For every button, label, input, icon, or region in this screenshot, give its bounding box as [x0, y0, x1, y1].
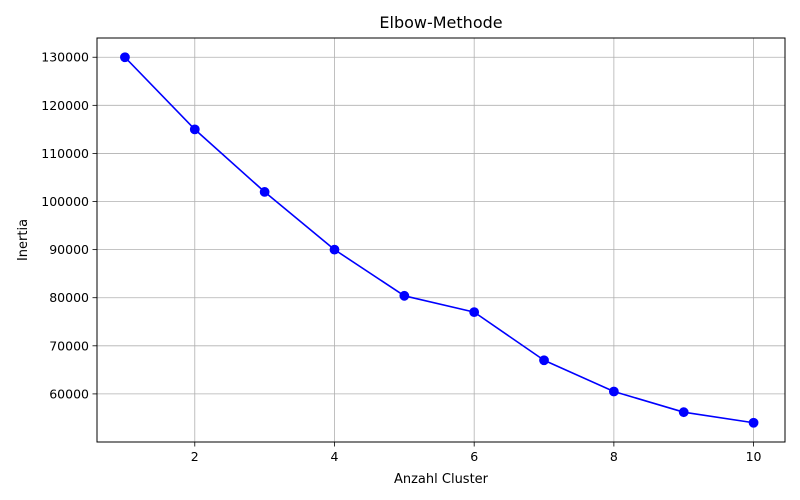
y-tick-label: 70000 — [49, 338, 89, 353]
data-point — [329, 244, 340, 255]
data-point — [399, 290, 410, 301]
data-point — [678, 407, 689, 418]
y-tick-label: 110000 — [41, 146, 89, 161]
x-tick-label: 6 — [470, 449, 478, 464]
x-tick-label: 10 — [746, 449, 762, 464]
series-line — [124, 56, 754, 424]
data-point-layer — [120, 52, 759, 428]
data-point — [189, 124, 200, 135]
x-tick-label: 4 — [331, 449, 339, 464]
data-point — [259, 187, 270, 197]
y-tick-label: 60000 — [49, 386, 89, 401]
data-point — [120, 52, 130, 63]
x-axis-label: Anzahl Cluster — [394, 472, 489, 487]
series-line-layer — [124, 56, 754, 424]
x-tick-label: 2 — [191, 449, 199, 464]
x-tick-label: 8 — [610, 449, 618, 464]
y-tick-label: 80000 — [49, 290, 89, 305]
data-point — [469, 307, 480, 318]
data-point — [748, 417, 759, 428]
data-point — [539, 355, 549, 366]
data-point — [608, 386, 619, 397]
y-tick-label: 130000 — [41, 50, 89, 65]
y-tick-label: 100000 — [41, 194, 89, 209]
y-axis-label: Inertia — [16, 219, 31, 261]
chart-title: Elbow-Methode — [379, 13, 502, 32]
y-tick-label: 90000 — [49, 242, 89, 257]
tick-layer: 2 4 6 8 10 60000 70000 80000 90000 100000 110000 12… — [41, 50, 761, 464]
plot-frame — [96, 37, 786, 443]
grid-layer — [97, 38, 785, 442]
y-tick-label: 120000 — [41, 98, 89, 113]
